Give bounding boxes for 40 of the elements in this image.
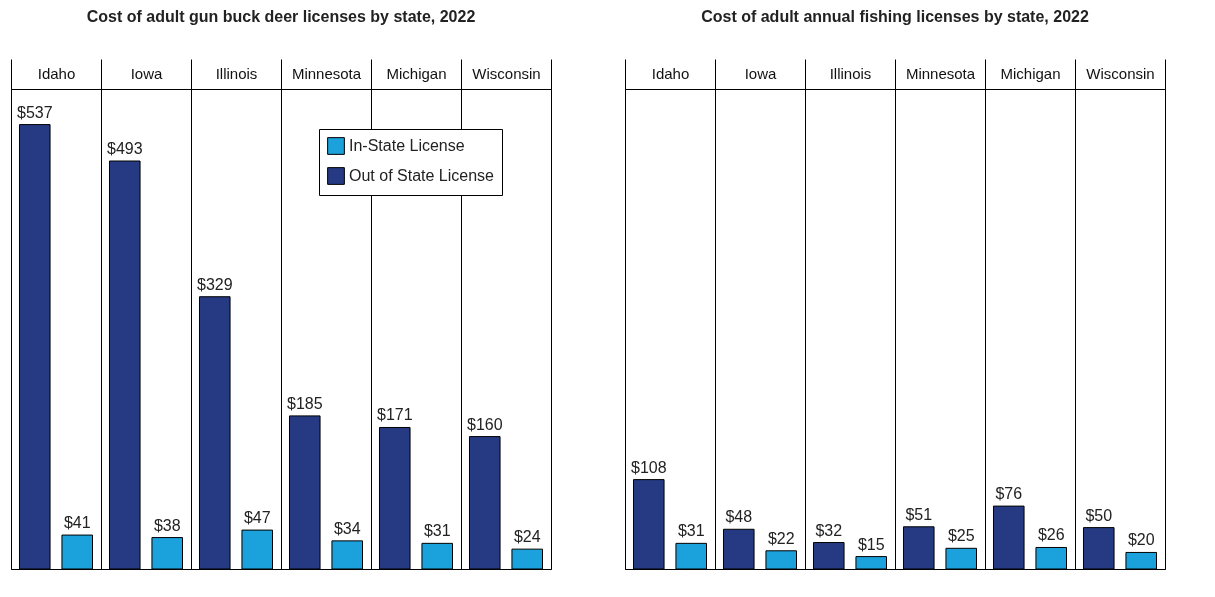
x-tick-label: Minnesota [905, 64, 976, 82]
x-tick-label: Minnesota [291, 64, 362, 82]
x-tick-label: Illinois [829, 64, 872, 82]
data-label: $31 [423, 522, 451, 540]
data-label: $41 [63, 514, 91, 532]
data-label: $24 [513, 528, 541, 546]
data-label: $171 [376, 406, 413, 424]
x-tick-label: Wisconsin [1086, 64, 1155, 82]
data-label: $329 [196, 275, 233, 293]
data-label: $38 [153, 516, 181, 534]
data-label: $160 [466, 415, 503, 433]
data-label: $34 [333, 519, 361, 537]
x-tick-label: Illinois [215, 64, 258, 82]
chart-title: Cost of adult gun buck deer licenses by state, 2022 [86, 7, 476, 25]
legend-label: Out of State License [349, 167, 495, 184]
x-tick-label: Iowa [130, 64, 163, 82]
data-label: $25 [947, 527, 975, 545]
data-label: $22 [767, 529, 795, 547]
data-label: $48 [725, 508, 753, 526]
x-tick-label: Idaho [651, 64, 690, 82]
data-label: $76 [995, 485, 1023, 503]
x-tick-label: Iowa [744, 64, 777, 82]
data-label: $50 [1085, 506, 1113, 524]
data-label: $15 [857, 535, 885, 553]
data-label: $537 [16, 103, 53, 121]
data-label: $185 [286, 394, 323, 412]
data-label: $51 [905, 505, 933, 523]
x-tick-label: Michigan [1000, 64, 1061, 82]
data-label: $31 [677, 522, 705, 540]
data-label: $32 [815, 521, 843, 539]
data-label: $108 [630, 458, 667, 476]
legend-label: In-State License [349, 137, 465, 154]
data-label: $26 [1037, 526, 1065, 544]
x-tick-label: Michigan [386, 64, 447, 82]
x-tick-label: Wisconsin [472, 64, 541, 82]
data-label: $20 [1127, 531, 1155, 549]
data-label: $493 [106, 140, 143, 157]
x-tick-label: Idaho [37, 64, 76, 82]
chart-title: Cost of adult annual fishing licenses by state, 2022 [701, 7, 1089, 25]
data-label: $47 [243, 509, 271, 527]
